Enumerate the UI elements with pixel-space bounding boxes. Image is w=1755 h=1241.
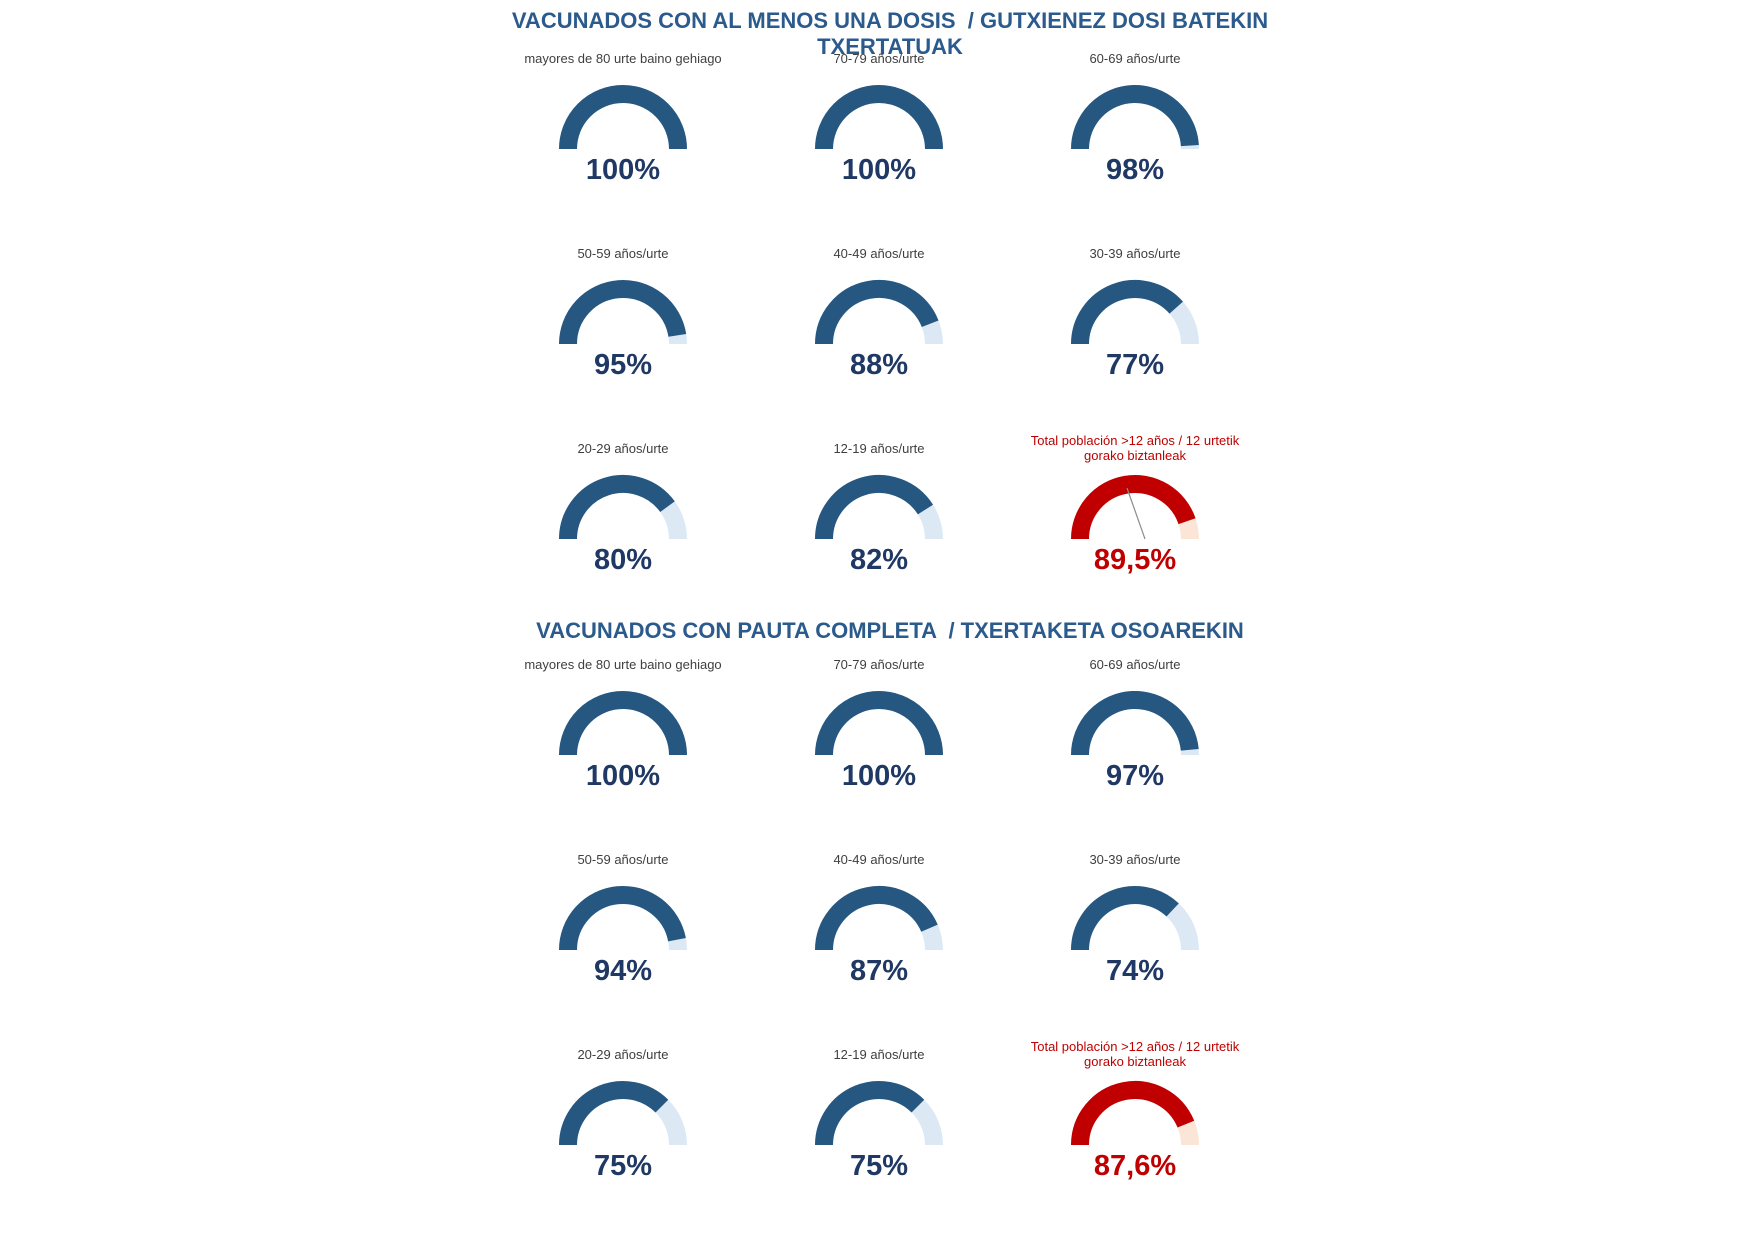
gauge-value: 97% — [1105, 760, 1165, 792]
gauge-value: 88% — [849, 349, 909, 381]
gauge-grid-una-dosis: mayores de 80 urte baino gehiago 100% 70-7… — [495, 40, 1263, 625]
gauge-label: 12-19 años/urte — [833, 1046, 925, 1062]
gauge-cell-s1-4: 40-49 años/urte 87% — [751, 841, 1007, 1036]
gauge-arc — [559, 85, 687, 150]
gauge-cell-s0-3: 50-59 años/urte 95% — [495, 235, 751, 430]
gauge-cell-s0-6: 20-29 años/urte 80% — [495, 430, 751, 625]
gauge-label: 20-29 años/urte — [577, 440, 669, 456]
gauge-label: 30-39 años/urte — [1089, 245, 1181, 261]
gauge-arc-total — [1071, 475, 1199, 540]
gauge-value: 100% — [585, 154, 661, 186]
section-title-una-dosis: VACUNADOS CON AL MENOS UNA DOSIS / GUTXI… — [511, 8, 1275, 59]
gauge-value: 100% — [841, 154, 917, 186]
gauge-arc — [559, 1081, 687, 1146]
gauge-needle — [1126, 487, 1146, 540]
gauge-cell-s0-4: 40-49 años/urte 88% — [751, 235, 1007, 430]
gauge-label: 20-29 años/urte — [577, 1046, 669, 1062]
gauge-value: 75% — [849, 1150, 909, 1182]
gauge-arc — [1071, 886, 1199, 951]
gauge-cell-s0-2: 60-69 años/urte 98% — [1007, 40, 1263, 235]
gauge-label: 50-59 años/urte — [577, 851, 669, 867]
gauge-arc-total — [1071, 1081, 1199, 1146]
gauge-arc — [559, 691, 687, 756]
gauge-value: 75% — [593, 1150, 653, 1182]
gauge-label: 40-49 años/urte — [833, 245, 925, 261]
gauge-value: 89,5% — [1093, 544, 1177, 576]
gauge-label: Total población >12 años / 12 urtetik go… — [1030, 1039, 1240, 1069]
gauge-arc — [1071, 280, 1199, 345]
gauge-cell-s1-6: 20-29 años/urte 75% — [495, 1036, 751, 1231]
gauge-label: 70-79 años/urte — [833, 50, 925, 66]
gauge-arc — [1071, 691, 1199, 756]
gauge-arc — [559, 280, 687, 345]
gauge-label: 12-19 años/urte — [833, 440, 925, 456]
gauge-arc — [815, 85, 943, 150]
gauge-cell-s0-7: 12-19 años/urte 82% — [751, 430, 1007, 625]
gauge-cell-s1-3: 50-59 años/urte 94% — [495, 841, 751, 1036]
gauge-value: 80% — [593, 544, 653, 576]
gauge-label: mayores de 80 urte baino gehiago — [524, 656, 722, 672]
gauge-value: 87% — [849, 955, 909, 987]
gauge-label: 70-79 años/urte — [833, 656, 925, 672]
gauge-label: 30-39 años/urte — [1089, 851, 1181, 867]
gauge-arc — [1071, 85, 1199, 150]
gauge-arc — [815, 1081, 943, 1146]
gauge-value: 100% — [841, 760, 917, 792]
gauge-cell-s1-8: Total población >12 años / 12 urtetik go… — [1007, 1036, 1263, 1231]
gauge-arc — [559, 475, 687, 540]
section-title-pauta-completa: VACUNADOS CON PAUTA COMPLETA / TXERTAKET… — [536, 618, 1244, 643]
gauge-cell-s0-8: Total población >12 años / 12 urtetik go… — [1007, 430, 1263, 625]
gauge-label: mayores de 80 urte baino gehiago — [524, 50, 722, 66]
gauge-label: Total población >12 años / 12 urtetik go… — [1030, 433, 1240, 463]
gauge-cell-s0-5: 30-39 años/urte 77% — [1007, 235, 1263, 430]
gauge-cell-s1-7: 12-19 años/urte 75% — [751, 1036, 1007, 1231]
gauge-cell-s1-0: mayores de 80 urte baino gehiago 100% — [495, 646, 751, 841]
gauge-label: 50-59 años/urte — [577, 245, 669, 261]
gauge-value: 77% — [1105, 349, 1165, 381]
gauge-value: 82% — [849, 544, 909, 576]
gauge-arc — [815, 475, 943, 540]
gauge-label: 60-69 años/urte — [1089, 50, 1181, 66]
gauge-arc — [815, 691, 943, 756]
gauge-cell-s1-5: 30-39 años/urte 74% — [1007, 841, 1263, 1036]
gauge-value: 100% — [585, 760, 661, 792]
gauge-value: 94% — [593, 955, 653, 987]
gauge-cell-s0-0: mayores de 80 urte baino gehiago 100% — [495, 40, 751, 235]
gauge-value: 98% — [1105, 154, 1165, 186]
gauge-arc — [815, 280, 943, 345]
gauge-cell-s1-1: 70-79 años/urte 100% — [751, 646, 1007, 841]
gauge-grid-pauta-completa: mayores de 80 urte baino gehiago 100% 70-7… — [495, 646, 1263, 1231]
gauge-cell-s0-1: 70-79 años/urte 100% — [751, 40, 1007, 235]
gauge-value: 95% — [593, 349, 653, 381]
gauge-value: 87,6% — [1093, 1150, 1177, 1182]
gauge-arc — [559, 886, 687, 951]
gauge-cell-s1-2: 60-69 años/urte 97% — [1007, 646, 1263, 841]
gauge-label: 60-69 años/urte — [1089, 656, 1181, 672]
gauge-value: 74% — [1105, 955, 1165, 987]
gauge-label: 40-49 años/urte — [833, 851, 925, 867]
gauge-arc — [815, 886, 943, 951]
